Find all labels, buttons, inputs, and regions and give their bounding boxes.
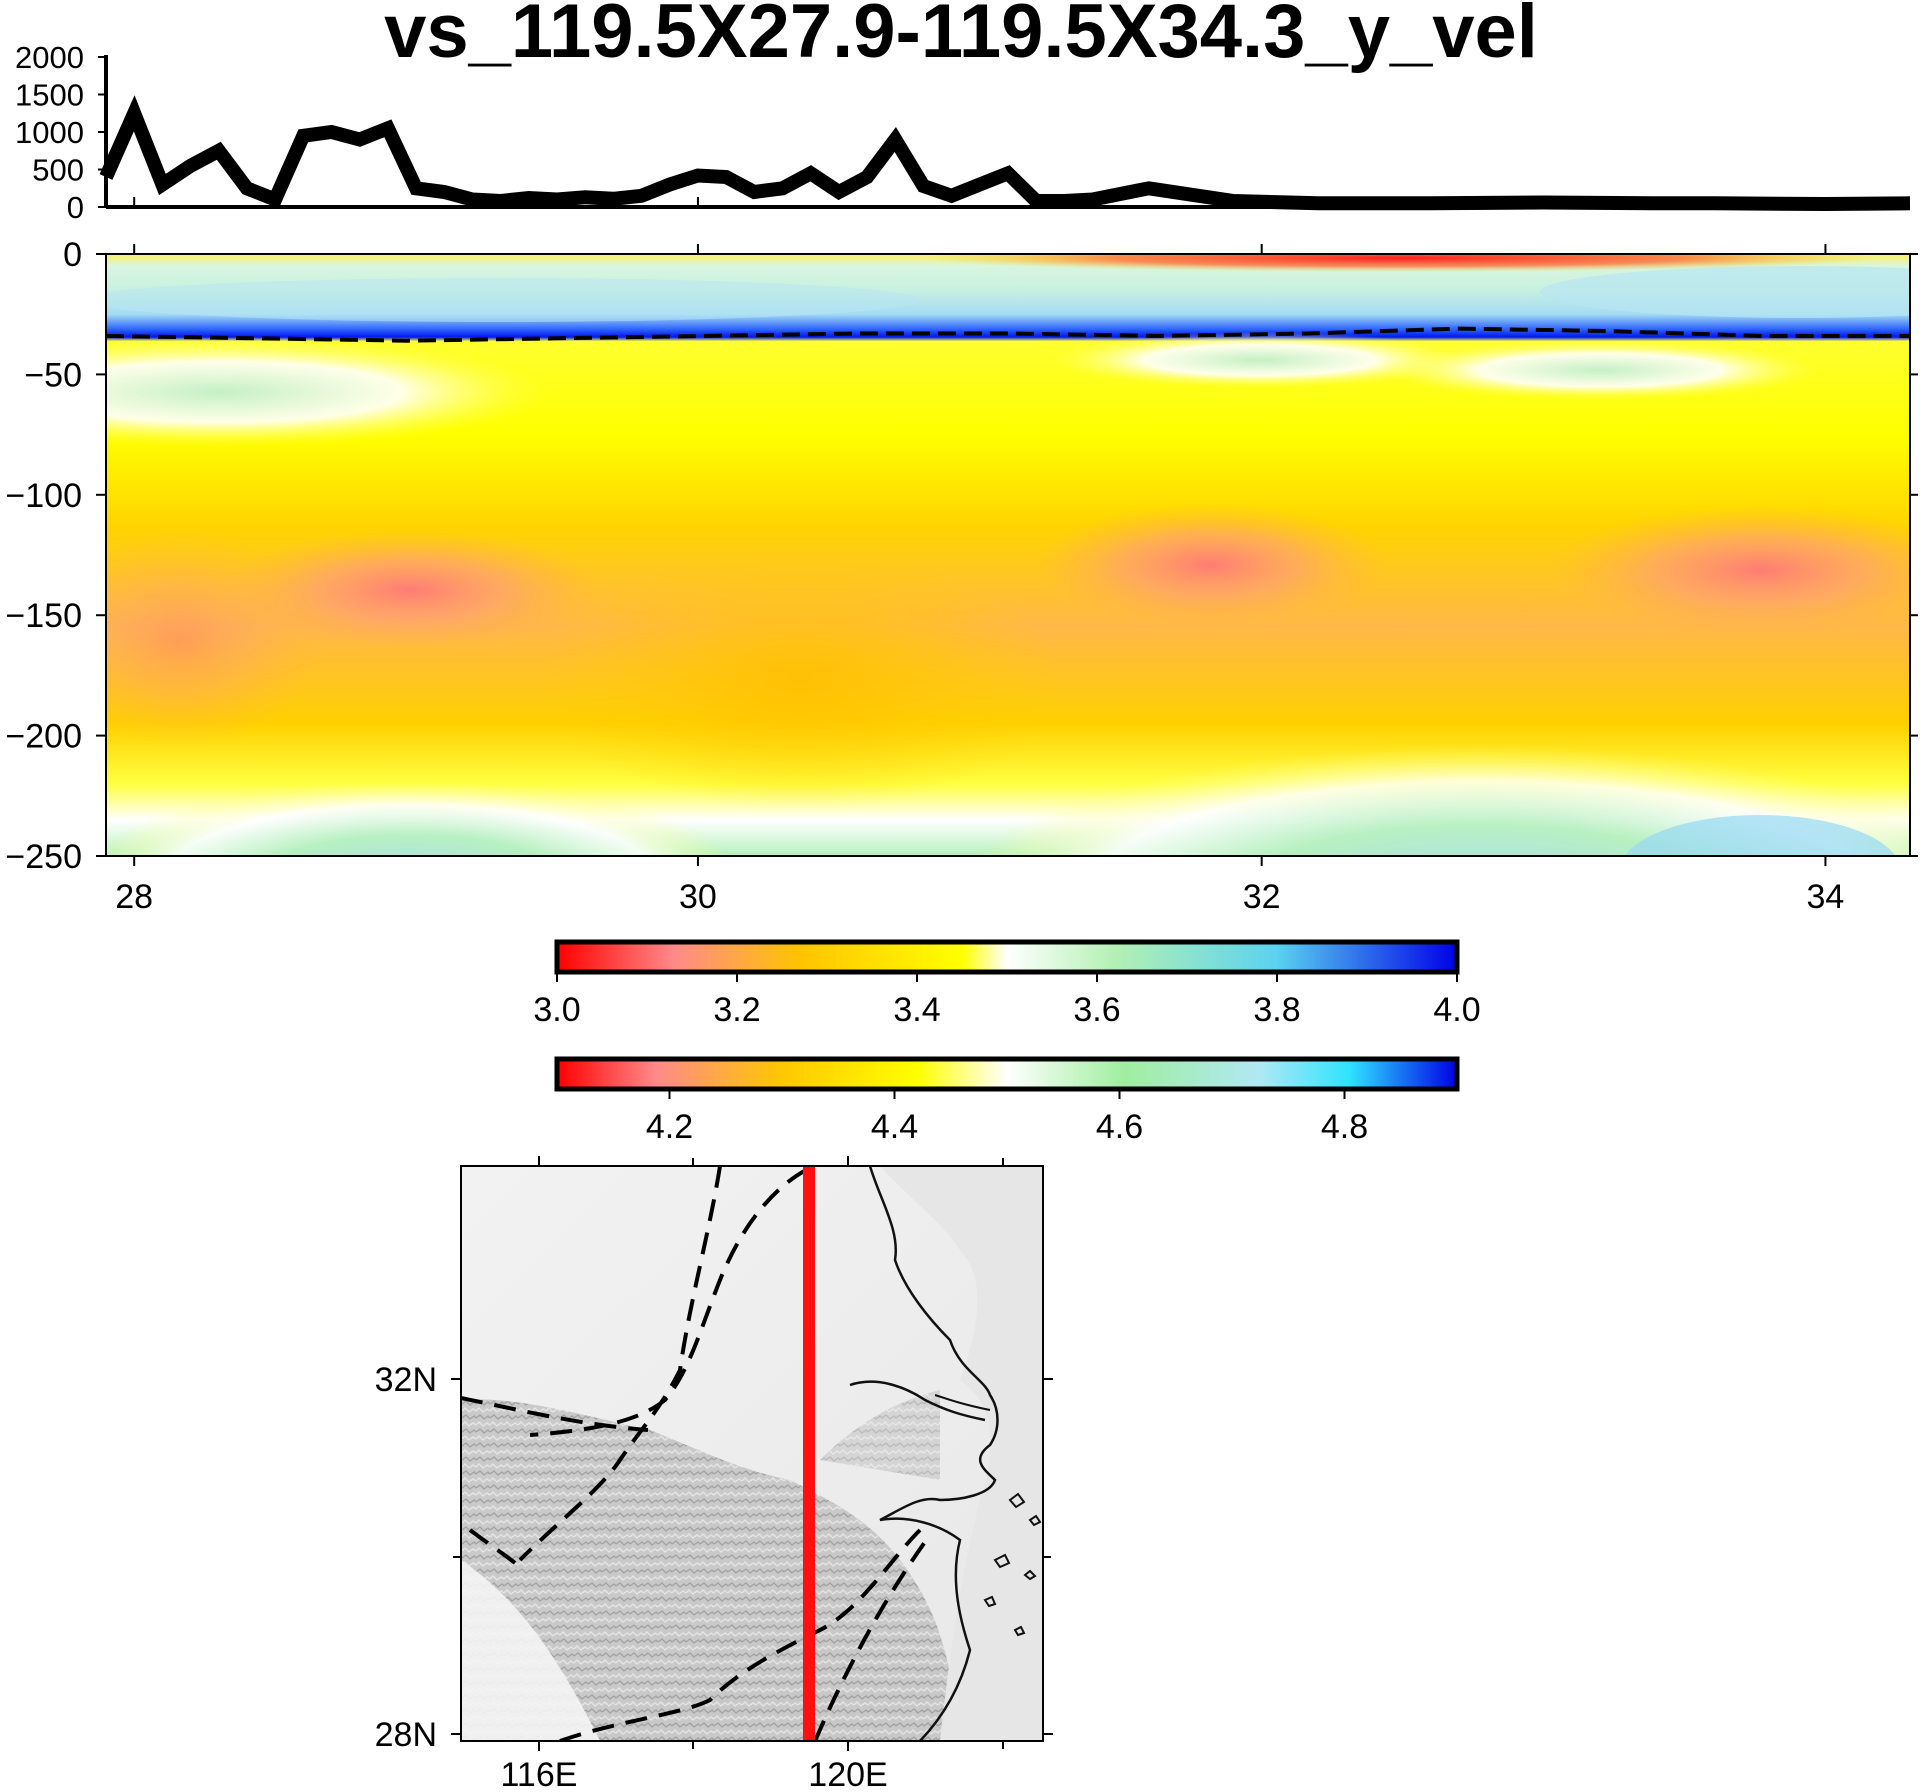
heatmap-frame [105,253,1911,857]
fault-line-4 [559,1528,922,1741]
colorbar-tick-label: 3.4 [893,991,940,1029]
map-latitude-tick-label: 32N [375,1361,437,1399]
colorbar-tick-label: 4.2 [646,1108,693,1146]
longitude-tick-label: 120E [808,1756,887,1792]
elevation-y-tick-label: 500 [32,153,84,188]
elevation-y-tick-label: 0 [67,190,84,225]
depth-tick-label: −200 [5,718,82,756]
latitude-tick-label: 30 [679,878,717,916]
elevation-y-tick-label: 1000 [15,115,84,150]
colorbar-tick-label: 3.8 [1253,991,1300,1029]
latitude-tick-label: 32 [1243,878,1281,916]
sea-area [880,1166,1043,1741]
islands [983,1492,1042,1637]
latitude-tick-label: 28 [115,878,153,916]
colorbar-mantle: 4.2 4.4 4.6 4.8 [554,1056,1460,1146]
depth-tick-label: 0 [63,236,82,274]
colorbar-tick-label: 4.8 [1321,1108,1368,1146]
elevation-y-tick-label: 2000 [15,40,84,75]
colorbar-mantle-gradient [554,1056,1460,1092]
map-frame [460,1165,1044,1742]
elevation-y-tick-label: 1500 [15,78,84,113]
colorbar-crust: 3.0 3.2 3.4 3.6 3.8 4.0 [533,939,1481,1029]
depth-tick-label: −150 [5,597,82,635]
coastline [868,1166,999,1741]
colorbar-tick-label: 3.2 [713,991,760,1029]
colorbar-tick-label: 4.0 [1433,991,1480,1029]
colorbar-crust-gradient [554,939,1460,975]
latitude-tick-label: 34 [1807,878,1845,916]
colorbar-tick-label: 4.4 [871,1108,918,1146]
terrain-relief [461,1399,960,1741]
fault-line-2 [529,1168,807,1437]
fault-line-3 [461,1396,649,1432]
fault-line-5 [813,1533,932,1741]
longitude-tick-label: 116E [501,1756,578,1792]
map-latitude-tick-label: 28N [375,1716,437,1754]
colorbar-tick-label: 4.6 [1096,1108,1143,1146]
depth-tick-label: −250 [5,838,82,876]
colorbar-tick-label: 3.6 [1073,991,1120,1029]
depth-tick-label: −50 [24,356,82,394]
chart-title: vs_119.5X27.9-119.5X34.3_y_vel [384,0,1538,74]
elevation-line [99,95,1911,212]
moho-line [105,326,1910,343]
velocity-field [106,254,1910,856]
depth-tick-label: −100 [5,477,82,515]
location-map: 116E 120E 32N 28N [375,1156,1053,1792]
velocity-cross-section: 0 −50 −100 −150 −200 −250 28 30 32 34 [5,197,1918,916]
colorbar-tick-label: 3.0 [533,991,580,1029]
